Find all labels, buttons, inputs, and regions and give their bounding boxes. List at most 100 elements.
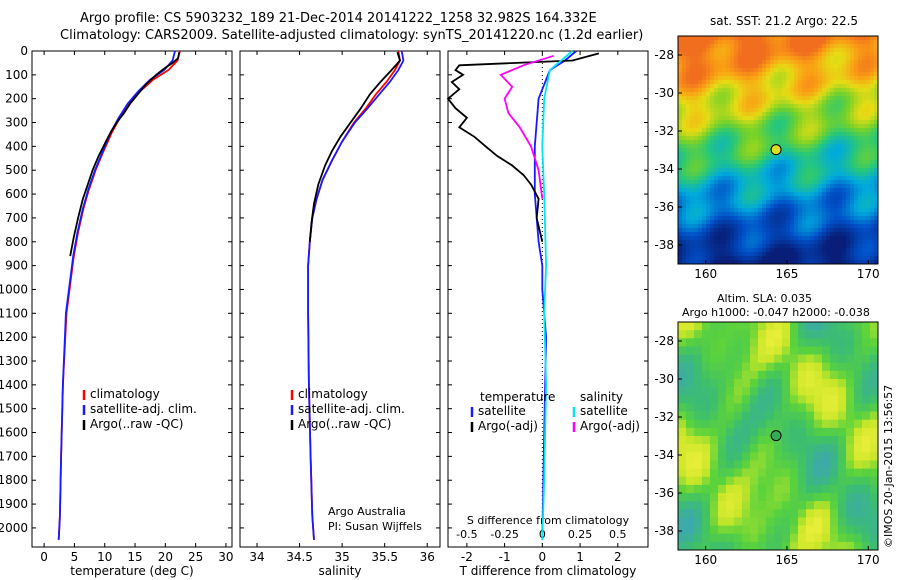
map-cell [686, 44, 691, 49]
map-cell [798, 252, 803, 257]
map-cell [858, 192, 863, 197]
map-cell [806, 160, 811, 165]
map-cell [774, 260, 779, 265]
map-cell [822, 172, 827, 177]
map-cell [758, 200, 763, 205]
map-cell [846, 252, 851, 257]
map-cell [806, 80, 811, 85]
map-cell [734, 460, 743, 469]
map-cell [686, 204, 691, 209]
map-cell [854, 68, 859, 73]
map-cell [758, 427, 767, 437]
map-cell [726, 427, 735, 437]
map-cell [806, 212, 811, 217]
map-cell [850, 192, 855, 197]
map-cell [846, 108, 851, 113]
map-cell [866, 184, 871, 189]
map-cell [874, 244, 879, 249]
header-line-2: Climatology: CARS2009. Satellite-adjuste… [60, 28, 644, 43]
map-cell [846, 152, 851, 157]
map-cell [790, 252, 795, 257]
map-cell [810, 220, 815, 225]
map-cell [806, 228, 811, 233]
map-cell [826, 84, 831, 89]
map-cell [758, 60, 763, 65]
map-cell [794, 252, 799, 257]
map-cell [810, 156, 815, 161]
map-cell [758, 96, 763, 101]
map-cell [742, 204, 747, 209]
x-tick-label: 25 [188, 550, 203, 564]
map-cell [822, 236, 827, 241]
map-cell [722, 200, 727, 205]
x-axis-label: T difference from climatology [459, 564, 637, 578]
map-cell [782, 44, 787, 49]
map-cell [758, 160, 763, 165]
map-cell [798, 212, 803, 217]
map-cell [690, 148, 695, 153]
map-cell [762, 184, 767, 189]
map-cell [830, 184, 835, 189]
map-cell [806, 208, 811, 213]
map-cell [714, 156, 719, 161]
map-cell [854, 84, 859, 89]
map-frame [677, 321, 879, 551]
map-cell [778, 92, 783, 97]
map-cell [862, 164, 867, 169]
map-cell [786, 196, 791, 201]
map-cell [694, 346, 703, 355]
map-cell [866, 100, 871, 105]
map-cell [834, 104, 839, 109]
map-cell [722, 100, 727, 105]
map-cell [726, 68, 731, 73]
map-cell [802, 196, 807, 201]
map-cell [794, 120, 799, 125]
map-cell [842, 44, 847, 49]
map-cell [734, 395, 743, 404]
map-cell [766, 172, 771, 177]
map-cell [686, 188, 691, 193]
map-cell [822, 256, 827, 261]
map-cell [818, 180, 823, 185]
legend-header: temperature [480, 390, 555, 404]
map-cell [778, 36, 783, 41]
map-cell [858, 124, 863, 129]
map-cell [818, 208, 823, 213]
map-cell [838, 212, 843, 217]
map-cell [822, 240, 827, 245]
map-cell [694, 56, 699, 61]
map-cell [706, 200, 711, 205]
map-cell [782, 156, 787, 161]
map-cell [806, 395, 815, 404]
map-cell [754, 56, 759, 61]
y-tick-label: 1300 [0, 354, 28, 368]
map-cell [814, 84, 819, 89]
map-cell [750, 84, 755, 89]
map-cell [854, 220, 859, 225]
map-cell [874, 196, 879, 201]
map-cell [774, 533, 783, 543]
map-cell [846, 216, 851, 221]
map-cell [818, 112, 823, 117]
map-cell [838, 468, 847, 478]
map-cell [850, 140, 855, 145]
map-cell [830, 204, 835, 209]
map-cell [782, 120, 787, 125]
y-tick-label: 900 [5, 259, 28, 273]
map-cell [834, 156, 839, 161]
map-cell [710, 36, 715, 41]
map-cell [682, 196, 687, 201]
map-cell [862, 140, 867, 145]
map-cell [746, 132, 751, 137]
map-cell [758, 156, 763, 161]
map-cell [678, 541, 687, 551]
map-cell [834, 132, 839, 137]
map-cell [742, 36, 747, 41]
map-cell [822, 180, 827, 185]
map-cell [834, 140, 839, 145]
map-cell [802, 212, 807, 217]
map-cell [766, 212, 771, 217]
map-cell [854, 176, 859, 181]
map-cell [722, 216, 727, 221]
map-cell [710, 72, 715, 77]
